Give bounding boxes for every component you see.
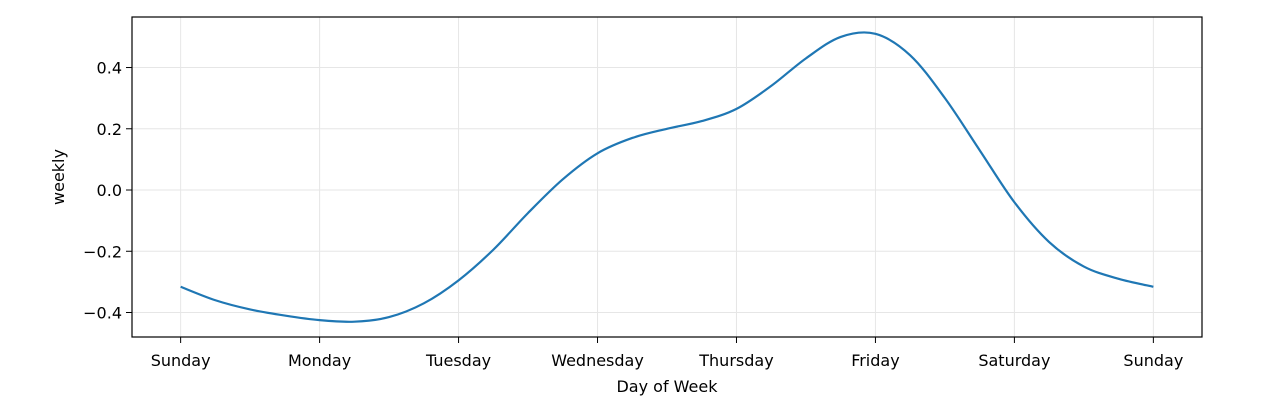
series-layer: [180, 31, 1154, 323]
x-tick-label: Wednesday: [551, 351, 644, 370]
y-tick-label: −0.4: [83, 304, 122, 323]
x-tick-label: Friday: [851, 351, 900, 370]
x-tick-label: Thursday: [698, 351, 773, 370]
x-axis-label: Day of Week: [616, 377, 718, 396]
y-tick-label: 0.2: [97, 120, 122, 139]
y-tick-label: 0.4: [97, 59, 122, 78]
grid-lines: [132, 17, 1202, 337]
y-tick-label: 0.0: [97, 181, 122, 200]
series-line: [180, 31, 1154, 323]
plot-frame: [131, 16, 1203, 338]
x-tick-label: Sunday: [151, 351, 211, 370]
ticks: Sunday Monday Tuesday Wednesday Thursday Frid…: [83, 59, 1183, 370]
x-tick-label: Monday: [288, 351, 351, 370]
y-tick-label: −0.2: [83, 242, 122, 261]
x-tick-label: Tuesday: [425, 351, 491, 370]
x-tick-label: Saturday: [978, 351, 1050, 370]
x-tick-label: Sunday: [1123, 351, 1183, 370]
y-axis-label: weekly: [49, 149, 68, 205]
